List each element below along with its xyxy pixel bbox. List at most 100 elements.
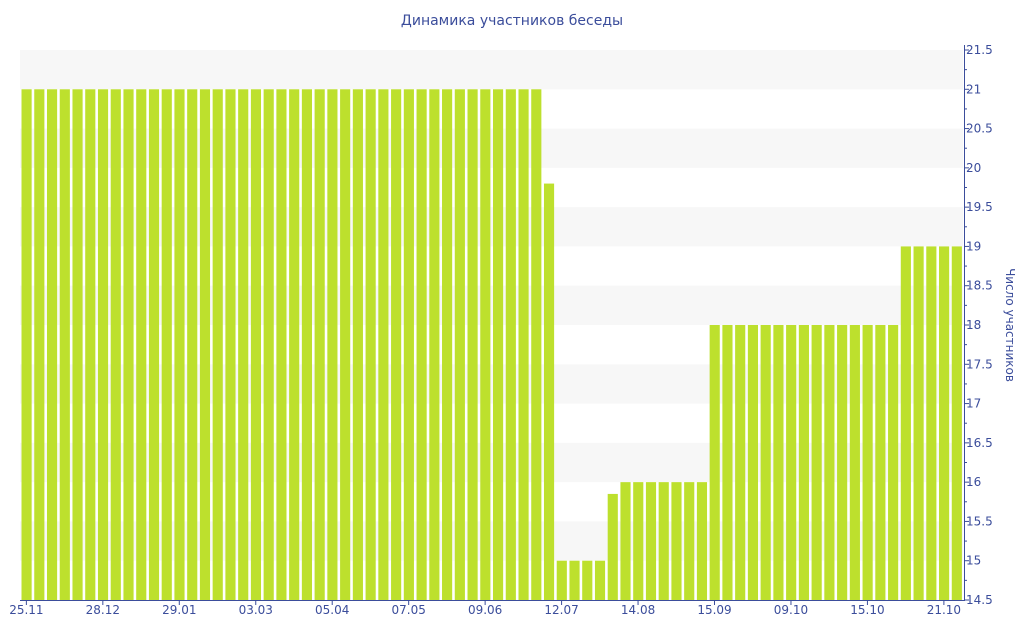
grid-band	[20, 207, 963, 247]
bar	[148, 89, 160, 601]
y-axis-label: Число участников	[1003, 268, 1017, 382]
y-tick-label: 16	[966, 475, 981, 489]
bar	[951, 246, 962, 600]
axes: 14.5 15 15.5 16 16.5 17 17.5 18 18.5 19 19.5 20 20.5…	[9, 43, 993, 617]
x-tick-label: 03.03	[239, 603, 273, 617]
x-tick-label: 21.10	[927, 603, 961, 617]
x-tick-label: 09.10	[774, 603, 808, 617]
y-tick-label: 14.5	[966, 593, 993, 607]
bar	[493, 89, 504, 601]
bar	[289, 89, 300, 601]
bar	[327, 89, 338, 601]
bar	[722, 325, 733, 600]
bar	[620, 482, 631, 600]
grid-band	[20, 285, 963, 325]
bar	[340, 89, 351, 601]
bar	[645, 482, 657, 600]
bar	[429, 89, 440, 601]
bar	[174, 89, 185, 601]
y-tick-label: 17.5	[966, 357, 993, 371]
x-tick-label: 12.07	[544, 603, 578, 617]
y-tick-label: 15	[966, 554, 981, 568]
x-tick-label: 09.06	[468, 603, 502, 617]
bar	[199, 89, 211, 601]
y-tick-label: 20	[966, 161, 981, 175]
bar	[21, 89, 32, 601]
x-tick-label: 07.05	[391, 603, 425, 617]
bar	[391, 89, 402, 601]
bar	[939, 246, 950, 600]
bar	[569, 560, 580, 600]
bar	[123, 89, 134, 601]
bar	[875, 325, 886, 600]
bar	[594, 560, 606, 600]
bar	[684, 482, 695, 600]
bar	[760, 325, 771, 600]
bar	[161, 89, 172, 601]
y-tick-label: 19	[966, 239, 981, 253]
bar	[582, 560, 593, 600]
bar	[46, 89, 58, 601]
bar	[187, 89, 198, 601]
y-tick-label: 17	[966, 397, 981, 411]
bar	[365, 89, 376, 601]
bar	[633, 482, 644, 600]
bar	[709, 325, 720, 600]
bar	[250, 89, 262, 601]
bar	[225, 89, 236, 601]
bar	[811, 325, 822, 600]
bar	[926, 246, 937, 600]
bar	[837, 325, 848, 600]
y-tick-label: 15.5	[966, 514, 993, 528]
bar	[607, 493, 618, 600]
x-tick-label: 14.08	[621, 603, 655, 617]
bar	[263, 89, 274, 601]
bar	[238, 89, 249, 601]
bar	[888, 325, 899, 600]
y-tick-label: 18.5	[966, 279, 993, 293]
bar	[480, 89, 491, 601]
bar	[913, 246, 924, 600]
bar	[900, 246, 911, 600]
bar	[276, 89, 287, 601]
bar	[862, 325, 873, 600]
y-tick-label: 20.5	[966, 122, 993, 136]
bar	[467, 89, 478, 601]
bar	[97, 89, 109, 601]
bar	[747, 325, 759, 600]
chart-title: Динамика участников беседы	[400, 13, 624, 29]
x-tick-label: 28.12	[86, 603, 120, 617]
y-tick-label: 19.5	[966, 200, 993, 214]
bar	[543, 183, 555, 601]
bar	[314, 89, 325, 601]
x-tick-label: 15.09	[697, 603, 731, 617]
bar	[110, 89, 121, 601]
grid-band	[20, 50, 963, 90]
bar	[518, 89, 529, 601]
bar	[59, 89, 70, 601]
bar	[136, 89, 147, 601]
bars	[21, 89, 962, 601]
bar	[735, 325, 746, 600]
bar	[505, 89, 516, 601]
bar	[531, 89, 542, 601]
bar	[85, 89, 96, 601]
bar	[416, 89, 427, 601]
x-tick-label: 25.11	[9, 603, 43, 617]
bar	[301, 89, 312, 601]
bar	[773, 325, 784, 600]
bar	[34, 89, 45, 601]
bar	[671, 482, 682, 600]
x-tick-label: 15.10	[850, 603, 884, 617]
bar	[798, 325, 809, 600]
y-tick-label: 21	[966, 82, 981, 96]
bar	[454, 89, 465, 601]
bar	[212, 89, 223, 601]
bar	[556, 560, 567, 600]
bar	[403, 89, 414, 601]
y-tick-label: 16.5	[966, 436, 993, 450]
bar	[849, 325, 860, 600]
bar	[658, 482, 669, 600]
x-tick-label: 29.01	[162, 603, 196, 617]
